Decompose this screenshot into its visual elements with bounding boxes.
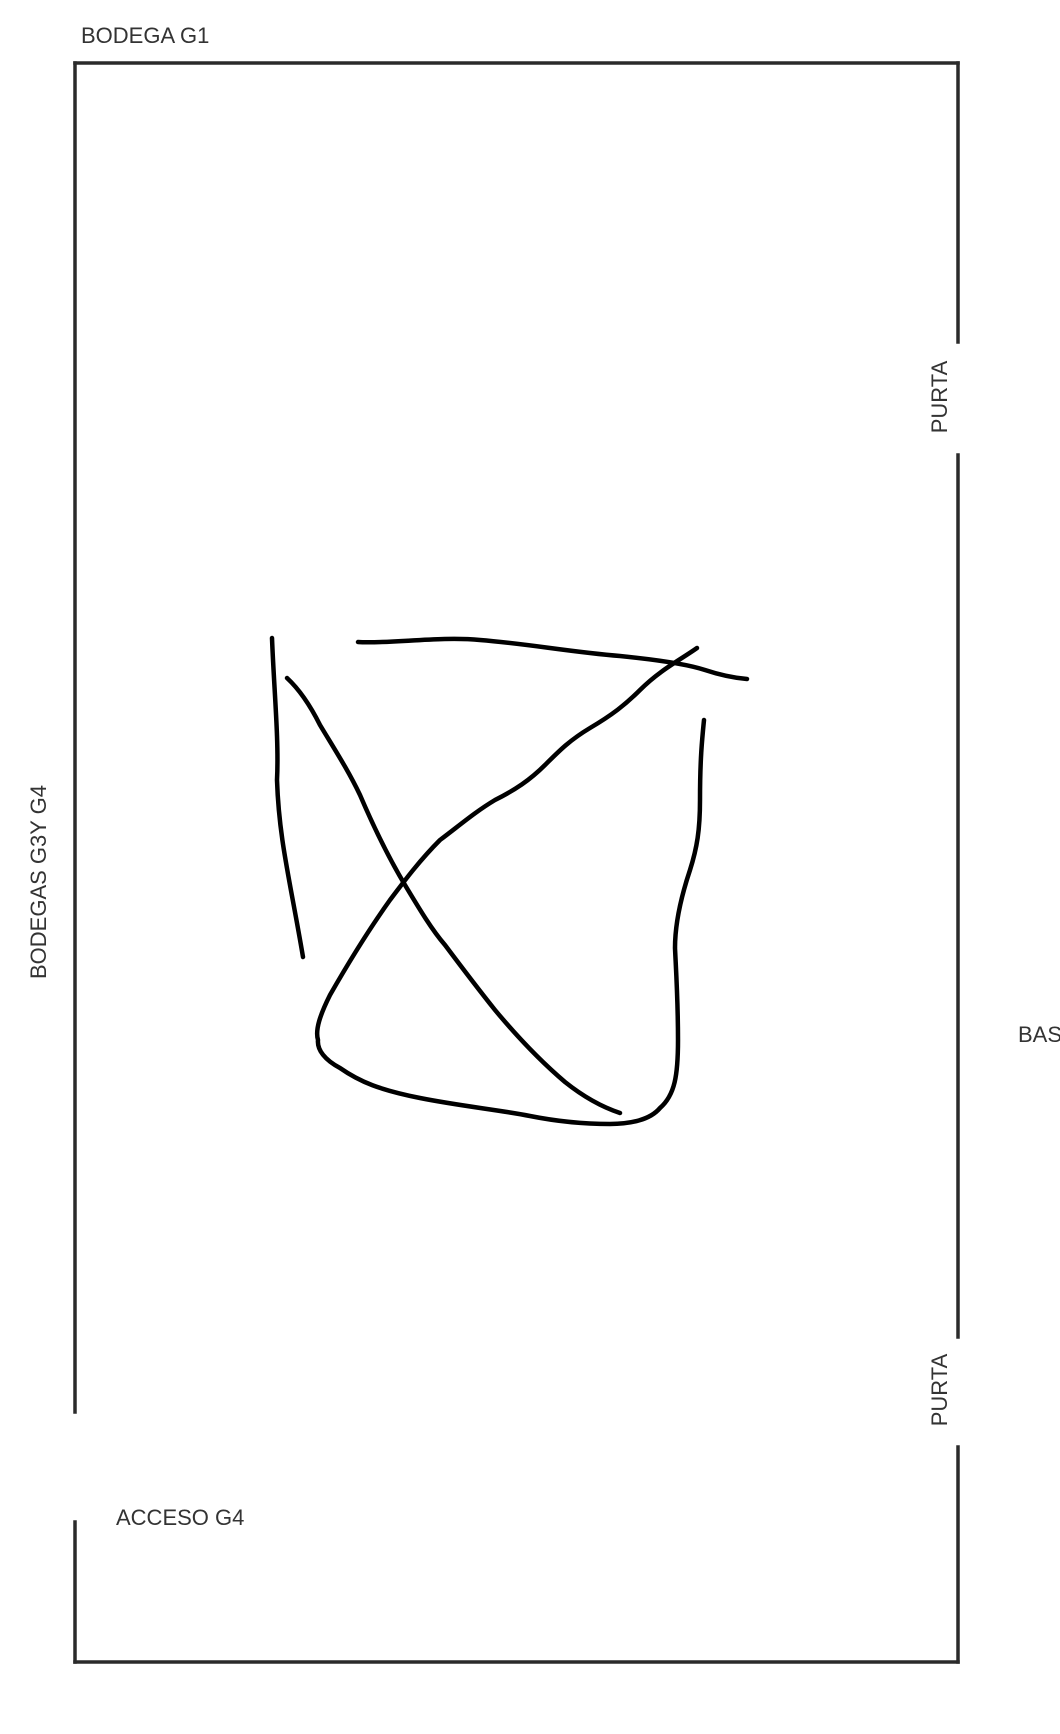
label-puerta-lower: PURTA — [927, 1353, 952, 1426]
room-walls — [73, 61, 960, 1664]
sketch-stroke-loop — [314, 645, 707, 1127]
sketch-stroke-left — [269, 635, 306, 960]
label-bas-cut: BAS — [1018, 1022, 1060, 1047]
sketch-stroke-top — [355, 636, 750, 682]
label-bodega-g1: BODEGA G1 — [81, 23, 209, 48]
label-bodegas-g3-g4: BODEGAS G3Y G4 — [26, 785, 51, 979]
label-puerta-upper: PURTA — [927, 360, 952, 433]
label-acceso-g4: ACCESO G4 — [116, 1505, 244, 1530]
sketch-stroke-diagonal — [284, 675, 623, 1116]
hand-drawn-sketch — [269, 635, 750, 1127]
